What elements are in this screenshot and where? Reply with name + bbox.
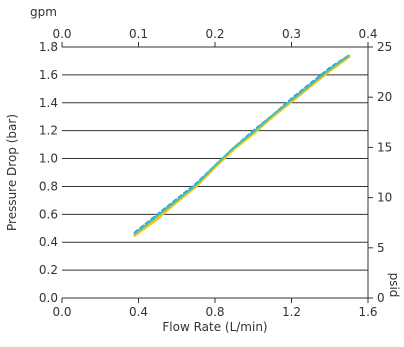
x2-tick-label-3: 0.3 [282, 27, 301, 41]
series-layer [133, 54, 351, 237]
x-tick-label-3: 1.2 [282, 305, 301, 319]
y-tick-label-0: 0.0 [39, 291, 58, 305]
y2-tick-label-5: 25 [377, 40, 392, 54]
y2-tick-label-0: 0 [377, 291, 385, 305]
x2-axis-title: gpm [30, 5, 57, 19]
y-tick-label-5: 1.0 [39, 152, 58, 166]
axes-layer [61, 42, 373, 303]
series-line-2 [133, 54, 350, 235]
y-tick-label-7: 1.4 [39, 96, 58, 110]
y-tick-label-3: 0.6 [39, 207, 58, 221]
x-tick-label-1: 0.4 [129, 305, 148, 319]
x2-tick-label-0: 0.0 [52, 27, 71, 41]
x2-tick-label-4: 0.4 [358, 27, 377, 41]
y-tick-label-2: 0.4 [39, 235, 58, 249]
y-tick-label-9: 1.8 [39, 40, 58, 54]
y2-tick-label-4: 20 [377, 90, 392, 104]
x-tick-label-0: 0.0 [52, 305, 71, 319]
y-tick-label-6: 1.2 [39, 124, 58, 138]
series-line-0 [133, 55, 351, 237]
y2-tick-label-3: 15 [377, 140, 392, 154]
labels-layer: 0.00.20.40.60.81.01.21.41.61.80.0 0.4 0.8 1… [5, 5, 401, 334]
x-tick-label-4: 1.6 [358, 305, 377, 319]
x2-tick-label-2: 0.2 [205, 27, 224, 41]
x2-tick-label-1: 0.1 [129, 27, 148, 41]
y-tick-label-1: 0.2 [39, 263, 58, 277]
y-tick-label-4: 0.8 [39, 179, 58, 193]
y2-tick-label-2: 10 [377, 191, 392, 205]
y2-tick-label-1: 5 [377, 241, 385, 255]
y-tick-label-8: 1.6 [39, 68, 58, 82]
y-axis-title: Pressure Drop (bar) [5, 114, 19, 231]
y2-axis-title: psid [387, 273, 401, 298]
x-axis-title: Flow Rate (L/min) [162, 320, 267, 334]
x-tick-label-2: 0.8 [205, 305, 224, 319]
grid-layer [62, 46, 368, 299]
